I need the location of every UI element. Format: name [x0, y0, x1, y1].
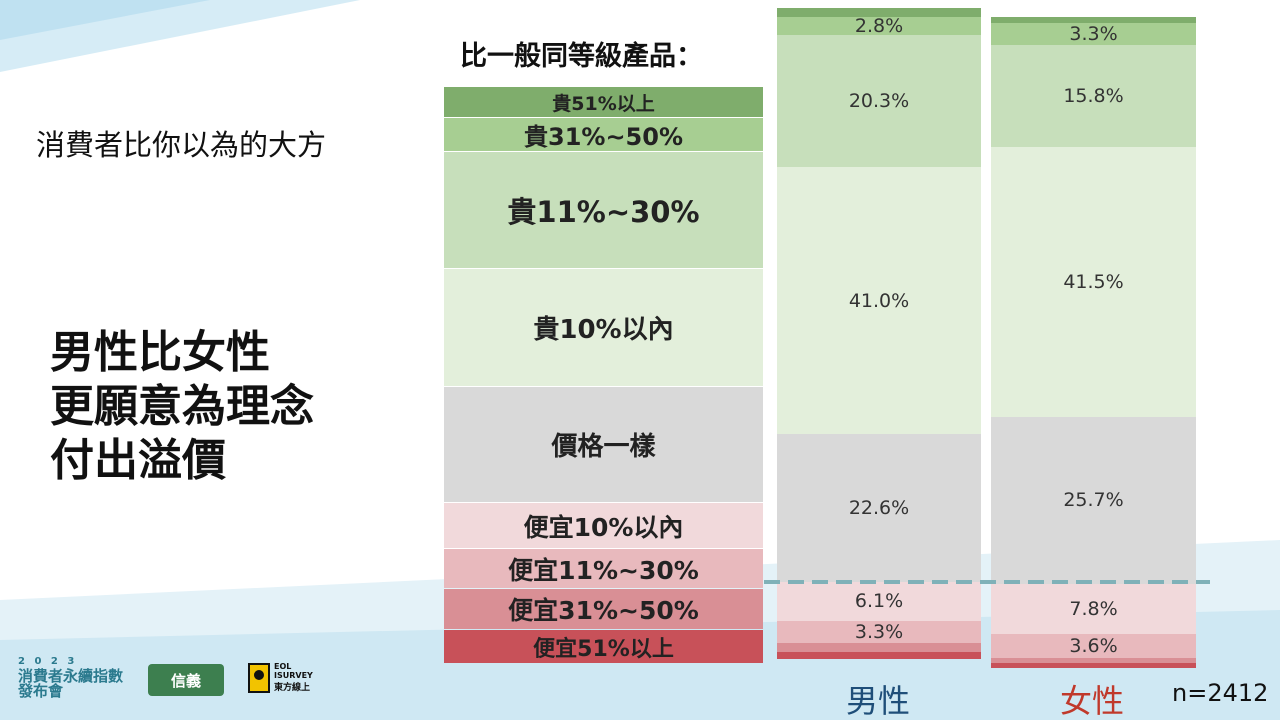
- headline-line-2: 更願意為理念: [50, 381, 314, 432]
- legend-item-cheaper-11-30: 便宜11%~30%: [444, 549, 763, 588]
- legend-item-cheaper-51: 便宜51%以上: [444, 630, 763, 663]
- eol-logo: EOL ISURVEY 東方線上: [248, 662, 322, 693]
- data-label-male-within-10: 41.0%: [848, 289, 910, 312]
- bar-segment-male-cheaper-11-30: [777, 621, 981, 643]
- sample-size-note: n=2412: [1172, 679, 1269, 707]
- bar-segment-female-31-50: [991, 23, 1196, 45]
- data-label-male-same-price: 22.6%: [848, 496, 910, 519]
- bar-segment-male-11-30: [777, 35, 981, 168]
- data-label-male-cheaper-10: 6.1%: [854, 590, 904, 613]
- data-label-female-same-price: 25.7%: [1063, 489, 1124, 512]
- legend-title: 比一般同等級產品：: [460, 41, 703, 72]
- eol-logo-icon: [248, 662, 270, 693]
- sinyi-logo-text: 信義: [170, 671, 201, 690]
- bar-segment-female-cheaper-51: [991, 662, 1196, 668]
- data-label-female-within-10: 41.5%: [1063, 271, 1124, 294]
- bar-segment-male-31-50: [777, 17, 981, 36]
- category-label-male: 男性: [846, 682, 911, 720]
- data-label-female-cheaper-10: 7.8%: [1069, 597, 1118, 620]
- bar-segment-male-cheaper-10: [777, 581, 981, 622]
- data-label-female-cheaper-11-30: 3.6%: [1069, 634, 1118, 657]
- data-label-female-11-30: 15.8%: [1063, 85, 1124, 108]
- legend-item-gt51: 貴51%以上: [444, 87, 763, 117]
- data-label-male-11-30: 20.3%: [848, 90, 910, 113]
- subtitle: 消費者比你以為的大方: [36, 128, 327, 162]
- headline: 男性比女性 更願意為理念 付出溢價: [50, 326, 314, 488]
- legend-item-11-30: 貴11%~30%: [444, 152, 763, 268]
- headline-line-1: 男性比女性: [50, 327, 270, 378]
- legend-item-cheaper-31-50: 便宜31%~50%: [444, 589, 763, 629]
- legend-item-within-10: 貴10%以內: [444, 269, 763, 386]
- bar-segment-female-cheaper-10: [991, 583, 1196, 635]
- bar-segment-male-cheaper-31-50: [777, 642, 981, 653]
- bar-segment-male-same-price: [777, 434, 981, 582]
- data-label-male-31-50: 2.8%: [854, 15, 904, 38]
- headline-line-3: 付出溢價: [50, 435, 226, 486]
- bar-segment-male-within-10: [777, 167, 981, 435]
- sinyi-logo: 信義: [148, 664, 224, 696]
- bar-segment-female-cheaper-31-50: [991, 657, 1196, 663]
- bar-segment-male-cheaper-51: [777, 652, 981, 659]
- data-label-male-cheaper-11-30: 3.3%: [854, 620, 904, 643]
- bar-segment-female-cheaper-11-30: [991, 634, 1196, 658]
- bar-segment-female-11-30: [991, 44, 1196, 148]
- legend-item-same-price: 價格一樣: [444, 387, 763, 502]
- event-year: 2 0 2 3: [18, 656, 78, 667]
- legend-item-31-50: 貴31%~50%: [444, 118, 763, 151]
- bar-segment-female-within-10: [991, 147, 1196, 417]
- event-name: 消費者永續指數: [18, 667, 124, 685]
- bar-segment-male-gt51: [777, 8, 981, 18]
- bar-segment-female-gt51: [991, 17, 1196, 24]
- eol-logo-zh: 東方線上: [274, 683, 311, 693]
- price-divider-line: [764, 580, 1210, 584]
- category-label-female: 女性: [1060, 682, 1125, 720]
- legend-item-cheaper-10: 便宜10%以內: [444, 503, 763, 548]
- bar-segment-female-same-price: [991, 416, 1196, 584]
- data-label-female-31-50: 3.3%: [1069, 23, 1118, 46]
- event-name-2: 發布會: [18, 682, 64, 700]
- eol-logo-en: EOL ISURVEY: [274, 662, 313, 680]
- footer-logos: 2 0 2 3 消費者永續指數 發布會: [18, 654, 123, 699]
